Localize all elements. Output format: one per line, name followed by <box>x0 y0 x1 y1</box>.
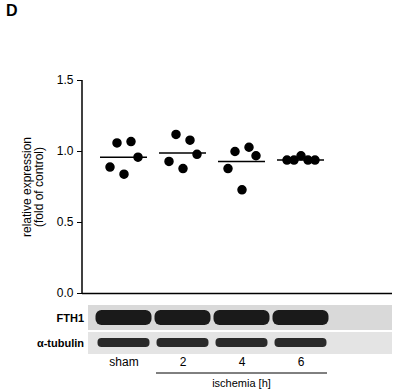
svg-text:relative expression(fold of co: relative expression(fold of control) <box>20 137 46 237</box>
svg-text:sham: sham <box>109 355 138 369</box>
svg-text:1.5: 1.5 <box>57 73 74 87</box>
svg-text:0.0: 0.0 <box>57 286 74 300</box>
svg-text:α-tubulin: α-tubulin <box>37 337 84 349</box>
svg-text:2: 2 <box>180 355 187 369</box>
svg-text:ischemia [h]: ischemia [h] <box>212 377 271 389</box>
svg-text:D: D <box>6 2 18 19</box>
svg-text:6: 6 <box>298 355 305 369</box>
svg-text:4: 4 <box>239 355 246 369</box>
svg-text:1.0: 1.0 <box>57 144 74 158</box>
svg-text:FTH1: FTH1 <box>57 312 85 324</box>
svg-text:0.5: 0.5 <box>57 215 74 229</box>
